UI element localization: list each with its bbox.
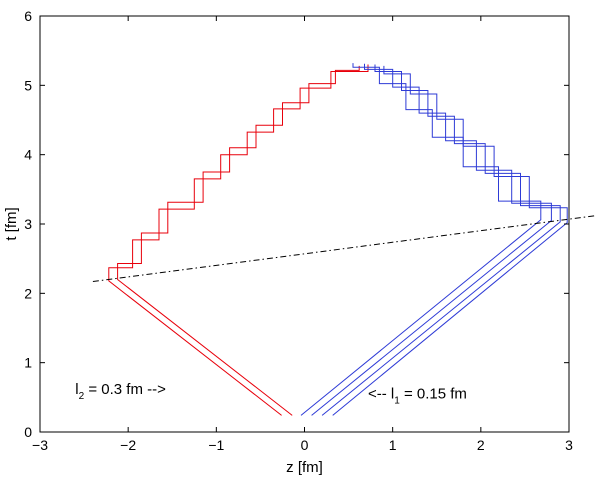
reference-dashdot-line: [92, 215, 596, 283]
y-tick-label: 6: [24, 8, 32, 24]
y-tick-label: 3: [24, 216, 32, 232]
annotation-label: l2 = 0.3 fm -->: [75, 381, 166, 402]
x-tick-label: 2: [477, 437, 485, 453]
series-layer: [108, 63, 568, 416]
plot-area: [39, 15, 570, 433]
annotation-main: <-- l: [368, 386, 394, 403]
axes-layer: −3 −2 −1 0 1 2 3 0 1 2 3 4 5 6: [24, 8, 573, 453]
reference-layer: [92, 215, 596, 283]
series-line-red: [108, 64, 369, 416]
x-tick-label: −1: [208, 437, 224, 453]
series-line-blue: [311, 63, 552, 416]
annotation-label: <-- l1 = 0.15 fm: [368, 386, 467, 407]
x-axis-label: z [fm]: [286, 459, 323, 476]
series-line-red: [117, 65, 360, 416]
y-tick-label: 0: [24, 424, 32, 440]
y-tick-label: 5: [24, 77, 32, 93]
y-tick-label: 2: [24, 285, 32, 301]
y-axis-label: t [fm]: [3, 207, 20, 240]
series-line-blue: [332, 65, 568, 416]
plot-frame: [39, 15, 570, 433]
annotation-subscript: 1: [394, 396, 400, 407]
x-tick-label: 3: [565, 437, 573, 453]
y-tick-label: 4: [24, 147, 32, 163]
x-tick-label: 0: [301, 437, 309, 453]
series-line-blue: [300, 63, 542, 416]
y-tick-label: 1: [24, 355, 32, 371]
annotation-subscript: 2: [79, 391, 85, 402]
annotation-rest: = 0.15 fm: [400, 386, 467, 403]
x-tick-label: −3: [32, 437, 48, 453]
annotation-layer: l2 = 0.3 fm --> <-- l1 = 0.15 fm: [75, 381, 467, 407]
x-tick-label: −2: [120, 437, 136, 453]
x-tick-label: 1: [389, 437, 397, 453]
series-line-blue: [321, 64, 561, 416]
annotation-rest: = 0.3 fm -->: [84, 381, 166, 398]
annotation-main: l: [75, 381, 78, 398]
